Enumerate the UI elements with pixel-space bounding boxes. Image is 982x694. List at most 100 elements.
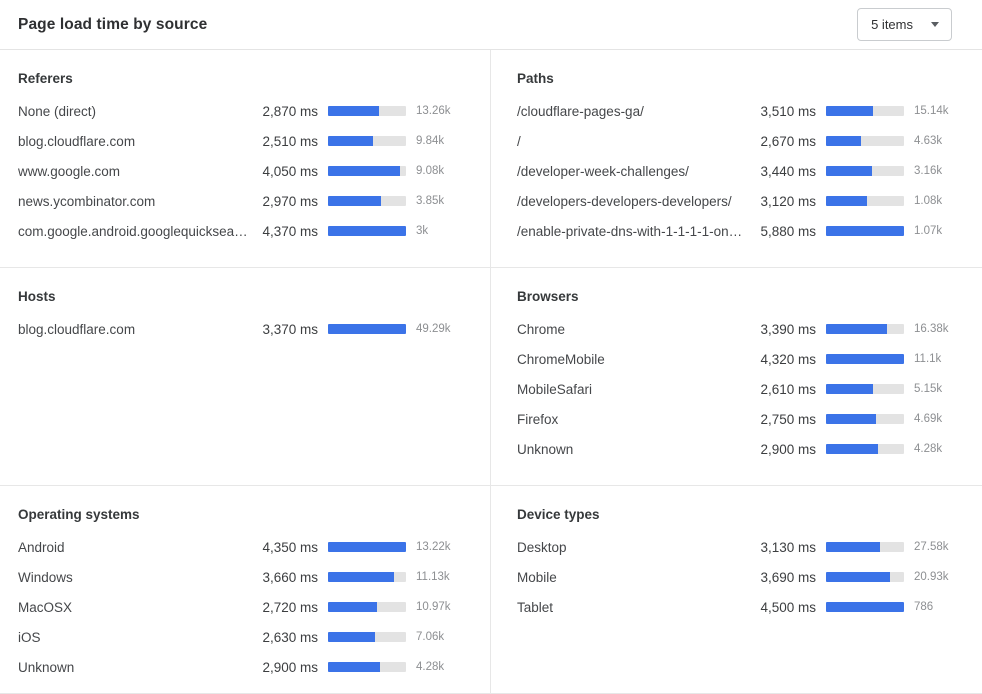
metric-row: /developers-developers-developers/ 3,120… bbox=[517, 186, 964, 216]
panel-title: Referers bbox=[18, 71, 73, 86]
load-time-bar-fill bbox=[328, 166, 401, 176]
row-count: 5.15k bbox=[914, 383, 943, 395]
metric-row: www.google.com 4,050 ms 9.08k bbox=[18, 156, 466, 186]
panel-title: Device types bbox=[517, 507, 600, 522]
row-ms-value: 4,370 ms bbox=[262, 223, 318, 239]
row-ms-value: 3,120 ms bbox=[760, 193, 816, 209]
row-label: ChromeMobile bbox=[517, 351, 605, 367]
row-count: 7.06k bbox=[416, 631, 445, 643]
row-ms-value: 2,510 ms bbox=[262, 133, 318, 149]
metric-row: news.ycombinator.com 2,970 ms 3.85k bbox=[18, 186, 466, 216]
row-ms-value: 3,440 ms bbox=[760, 163, 816, 179]
row-count: 27.58k bbox=[914, 541, 949, 553]
metric-row: Android 4,350 ms 13.22k bbox=[18, 532, 466, 562]
row-label: /enable-private-dns-with-1-1-1-1-on-… bbox=[517, 223, 746, 239]
load-time-bar bbox=[826, 602, 904, 612]
row-label: com.google.android.googlequicksearc… bbox=[18, 223, 248, 239]
row-ms-value: 3,370 ms bbox=[262, 321, 318, 337]
metric-row: Tablet 4,500 ms 786 bbox=[517, 592, 964, 622]
load-time-bar bbox=[826, 384, 904, 394]
metric-row: Chrome 3,390 ms 16.38k bbox=[517, 314, 964, 344]
load-time-bar bbox=[826, 354, 904, 364]
row-ms-value: 2,900 ms bbox=[760, 441, 816, 457]
load-time-bar bbox=[328, 166, 406, 176]
row-ms-value: 4,320 ms bbox=[760, 351, 816, 367]
row-ms-value: 2,630 ms bbox=[262, 629, 318, 645]
load-time-bar bbox=[328, 196, 406, 206]
metric-row: Mobile 3,690 ms 20.93k bbox=[517, 562, 964, 592]
panels-grid: Referers None (direct) 2,870 ms 13.26k b… bbox=[0, 50, 982, 694]
row-count: 786 bbox=[914, 601, 934, 613]
load-time-bar-fill bbox=[826, 384, 874, 394]
metric-row: iOS 2,630 ms 7.06k bbox=[18, 622, 466, 652]
load-time-bar bbox=[328, 542, 406, 552]
row-label: Windows bbox=[18, 569, 73, 585]
load-time-bar bbox=[328, 572, 406, 582]
row-count: 3.85k bbox=[416, 195, 445, 207]
load-time-bar bbox=[328, 226, 406, 236]
load-time-bar bbox=[328, 106, 406, 116]
load-time-bar-fill bbox=[328, 602, 377, 612]
row-count: 9.08k bbox=[416, 165, 445, 177]
metric-row: Windows 3,660 ms 11.13k bbox=[18, 562, 466, 592]
row-ms-value: 2,610 ms bbox=[760, 381, 816, 397]
row-count: 4.28k bbox=[914, 443, 943, 455]
metric-row: /cloudflare-pages-ga/ 3,510 ms 15.14k bbox=[517, 96, 964, 126]
load-time-bar bbox=[826, 444, 904, 454]
load-time-bar bbox=[328, 632, 406, 642]
panel-paths: Paths /cloudflare-pages-ga/ 3,510 ms 15.… bbox=[491, 50, 982, 267]
load-time-bar bbox=[826, 572, 904, 582]
load-time-bar bbox=[826, 106, 904, 116]
items-count-select[interactable]: 5 items bbox=[857, 8, 952, 41]
load-time-bar-fill bbox=[328, 662, 381, 672]
page-header: Page load time by source 5 items bbox=[0, 0, 982, 50]
load-time-bar bbox=[826, 542, 904, 552]
row-label: Tablet bbox=[517, 599, 554, 615]
load-time-bar bbox=[826, 324, 904, 334]
metric-row: MobileSafari 2,610 ms 5.15k bbox=[517, 374, 964, 404]
row-label: MobileSafari bbox=[517, 381, 593, 397]
load-time-bar-fill bbox=[826, 136, 862, 146]
load-time-bar-fill bbox=[328, 196, 382, 206]
row-ms-value: 5,880 ms bbox=[760, 223, 816, 239]
metric-row: com.google.android.googlequicksearc… 4,3… bbox=[18, 216, 466, 246]
metric-row: Unknown 2,900 ms 4.28k bbox=[517, 434, 964, 464]
load-time-bar-fill bbox=[826, 542, 881, 552]
load-time-bar bbox=[826, 196, 904, 206]
panel-title: Hosts bbox=[18, 289, 56, 304]
row-ms-value: 4,350 ms bbox=[262, 539, 318, 555]
metric-row: / 2,670 ms 4.63k bbox=[517, 126, 964, 156]
metric-row: MacOSX 2,720 ms 10.97k bbox=[18, 592, 466, 622]
load-time-bar bbox=[328, 324, 406, 334]
metric-row: Desktop 3,130 ms 27.58k bbox=[517, 532, 964, 562]
row-label: Unknown bbox=[18, 659, 75, 675]
row-count: 4.69k bbox=[914, 413, 943, 425]
panel-title: Browsers bbox=[517, 289, 579, 304]
row-ms-value: 3,690 ms bbox=[760, 569, 816, 585]
row-ms-value: 2,970 ms bbox=[262, 193, 318, 209]
load-time-bar-fill bbox=[826, 354, 904, 364]
row-ms-value: 3,660 ms bbox=[262, 569, 318, 585]
row-count: 9.84k bbox=[416, 135, 445, 147]
row-ms-value: 4,050 ms bbox=[262, 163, 318, 179]
row-ms-value: 2,750 ms bbox=[760, 411, 816, 427]
row-label: / bbox=[517, 133, 521, 149]
panel-device-types: Device types Desktop 3,130 ms 27.58k Mob… bbox=[491, 485, 982, 693]
row-label: Android bbox=[18, 539, 65, 555]
chevron-down-icon bbox=[931, 22, 939, 27]
metric-row: /developer-week-challenges/ 3,440 ms 3.1… bbox=[517, 156, 964, 186]
load-time-bar-fill bbox=[328, 324, 406, 334]
row-count: 1.08k bbox=[914, 195, 943, 207]
metric-row: Unknown 2,900 ms 4.28k bbox=[18, 652, 466, 682]
metric-row: /enable-private-dns-with-1-1-1-1-on-… 5,… bbox=[517, 216, 964, 246]
load-time-bar-fill bbox=[826, 166, 872, 176]
row-count: 4.28k bbox=[416, 661, 445, 673]
row-ms-value: 2,900 ms bbox=[262, 659, 318, 675]
row-label: MacOSX bbox=[18, 599, 73, 615]
load-time-bar-fill bbox=[826, 414, 876, 424]
row-count: 13.22k bbox=[416, 541, 451, 553]
row-count: 1.07k bbox=[914, 225, 943, 237]
panel-referers: Referers None (direct) 2,870 ms 13.26k b… bbox=[0, 50, 491, 267]
load-time-bar-fill bbox=[328, 542, 406, 552]
page-title: Page load time by source bbox=[18, 15, 208, 33]
